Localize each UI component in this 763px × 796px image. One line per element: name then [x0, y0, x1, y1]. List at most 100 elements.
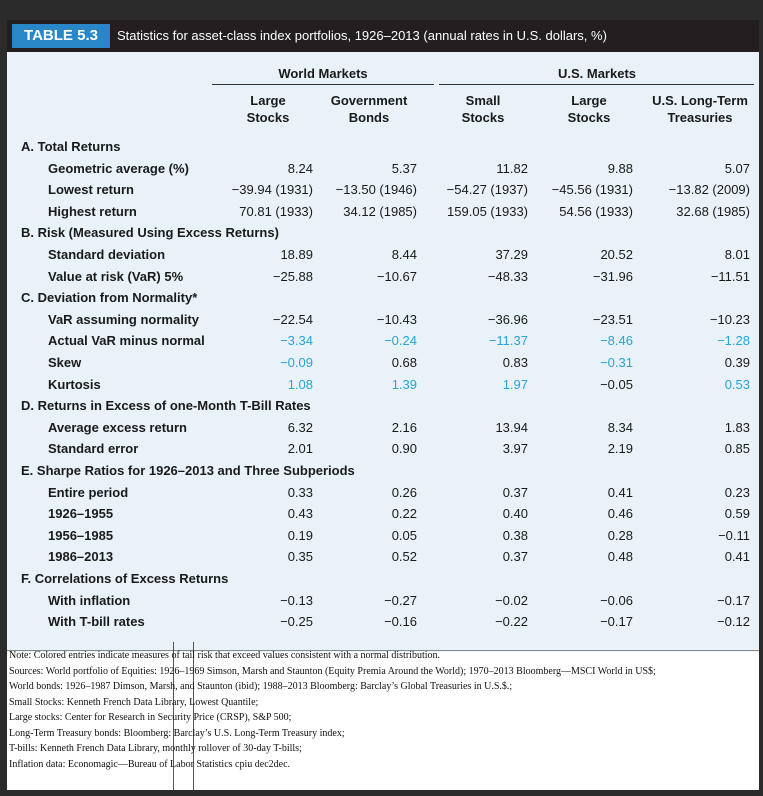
- table-cell: 159.05 (1933): [447, 203, 528, 219]
- column-header-1: Large Stocks: [208, 92, 328, 126]
- row-label: Kurtosis: [48, 376, 101, 392]
- table-cell: −3.34: [280, 333, 313, 349]
- column-header-line: Stocks: [246, 110, 290, 125]
- table-cell: −45.56 (1931): [551, 182, 633, 198]
- table-cell: 3.97: [502, 441, 528, 457]
- table-cell: 0.43: [287, 506, 313, 522]
- row-label: Highest return: [48, 203, 137, 219]
- table-cell: −8.46: [600, 333, 633, 349]
- table-cell: −0.31: [600, 355, 633, 370]
- table-row: Actual VaR minus normal −3.34 −0.24 −11.37 −…: [7, 330, 759, 352]
- table-cell: 5.37: [391, 160, 417, 176]
- table-cell: −0.17: [717, 592, 750, 608]
- table-row: With inflation −0.13 −0.27 −0.02 −0.06 −0.17: [7, 590, 759, 612]
- table-cell: 0.37: [502, 484, 528, 500]
- row-label: With T-bill rates: [48, 614, 145, 630]
- table-cell: 54.56 (1933): [559, 203, 633, 219]
- table-cell: 37.29: [495, 247, 528, 262]
- table-cell: −0.05: [600, 376, 633, 392]
- section-row: B. Risk (Measured Using Excess Returns): [7, 222, 759, 244]
- column-header-line: Bonds: [348, 110, 390, 125]
- note-line: Large stocks: Center for Research in Sec…: [9, 712, 292, 723]
- note-line: T-bills: Kenneth French Data Library, mo…: [9, 743, 302, 754]
- table-cell: 5.07: [724, 160, 750, 176]
- table-cell: 0.33: [287, 484, 313, 500]
- group-rule-world: [212, 84, 434, 85]
- table-cell: 0.28: [607, 527, 633, 543]
- table-cell: 0.48: [607, 549, 633, 565]
- column-header-line: U.S. Long-Term: [652, 93, 748, 108]
- table-cell: 0.41: [607, 484, 633, 500]
- table-cell: 0.59: [724, 506, 750, 522]
- table-cell: 2.19: [607, 441, 633, 457]
- table-cell: −0.16: [384, 614, 417, 630]
- table-cell: −54.27 (1937): [446, 182, 528, 198]
- column-header-5: U.S. Long-Term Treasuries: [640, 92, 760, 126]
- row-label: Value at risk (VaR) 5%: [48, 268, 184, 284]
- table-cell: 0.26: [391, 484, 417, 500]
- table-cell: 0.35: [287, 549, 313, 565]
- table-row: With T-bill rates −0.25 −0.16 −0.22 −0.17 −0.…: [7, 611, 759, 633]
- table-cell: 0.85: [724, 441, 750, 457]
- section-row: A. Total Returns: [7, 136, 759, 158]
- section-row: F. Correlations of Excess Returns: [7, 568, 759, 590]
- table-cell: −0.27: [384, 592, 417, 608]
- table-row: Skew −0.09 0.68 0.83 −0.31 0.39: [7, 352, 759, 374]
- row-label: With inflation: [48, 592, 131, 608]
- table-cell: 0.19: [287, 527, 313, 543]
- table-cell: 20.52: [600, 247, 633, 262]
- table-cell: 2.16: [391, 419, 417, 435]
- table-cell: −48.33: [487, 268, 528, 284]
- table-cell: 2.01: [287, 441, 313, 457]
- notes-vertical-rule-1: [173, 642, 174, 790]
- table-cell: 0.68: [391, 355, 417, 370]
- table-row: Entire period 0.33 0.26 0.37 0.41 0.23: [7, 482, 759, 504]
- table-cell: −11.37: [488, 333, 528, 349]
- table-cell: −22.54: [272, 311, 313, 327]
- column-header-line: Stocks: [461, 110, 505, 125]
- table-cell: −0.12: [717, 614, 750, 630]
- row-label: Entire period: [48, 484, 129, 500]
- table-cell: 32.68 (1985): [676, 203, 750, 219]
- table-cell: 0.38: [502, 527, 528, 543]
- table-cell: 0.41: [724, 549, 750, 565]
- table-cell: 1.83: [724, 419, 750, 435]
- table-cell: −0.02: [495, 592, 528, 608]
- table-cell: 6.32: [287, 419, 313, 435]
- table-row: Standard deviation 18.89 8.44 37.29 20.52 8.0…: [7, 244, 759, 266]
- table-cell: 0.46: [607, 506, 633, 522]
- column-header-line: Large: [250, 93, 286, 108]
- table-cell: −0.22: [495, 614, 528, 630]
- note-line: Long-Term Treasury bonds: Bloomberg: Bar…: [9, 727, 345, 739]
- section-title: E. Sharpe Ratios for 1926–2013 and Three…: [21, 463, 355, 478]
- column-header-3: Small Stocks: [423, 92, 543, 126]
- section-title: B. Risk (Measured Using Excess Returns): [21, 225, 279, 241]
- table-cell: 18.89: [280, 247, 313, 262]
- table-cell: −0.06: [600, 592, 633, 608]
- column-header-line: Treasuries: [667, 110, 733, 125]
- table-cell: −13.82 (2009): [668, 182, 750, 198]
- table-notes: Note: Colored entries indicate measures …: [7, 648, 759, 772]
- table-row: 1986–2013 0.35 0.52 0.37 0.48 0.41: [7, 546, 759, 568]
- table-cell: 8.01: [724, 247, 750, 262]
- table-cell: 8.24: [287, 160, 313, 176]
- table-cell: −36.96: [487, 311, 528, 327]
- row-label: Standard error: [48, 441, 139, 457]
- table-body-background: [7, 52, 759, 652]
- table-cell: −0.24: [384, 333, 417, 349]
- table-number-label: TABLE 5.3: [12, 24, 110, 48]
- table-cell: −0.09: [280, 355, 313, 370]
- table-cell: 1.39: [391, 376, 417, 392]
- table-cell: −1.28: [717, 333, 750, 349]
- table-cell: −10.43: [376, 311, 417, 327]
- row-label: Lowest return: [48, 182, 134, 198]
- section-row: D. Returns in Excess of one-Month T-Bill…: [7, 395, 759, 417]
- table-cell: −39.94 (1931): [231, 182, 313, 198]
- table-cell: 11.82: [496, 160, 528, 176]
- note-line: Note: Colored entries indicate measures …: [9, 650, 440, 661]
- row-label: 1956–1985: [48, 527, 114, 543]
- table-cell: −31.96: [592, 268, 633, 284]
- table-cell: 0.37: [502, 549, 528, 565]
- table-cell: 0.22: [391, 506, 417, 522]
- row-label: Geometric average (%): [48, 160, 189, 176]
